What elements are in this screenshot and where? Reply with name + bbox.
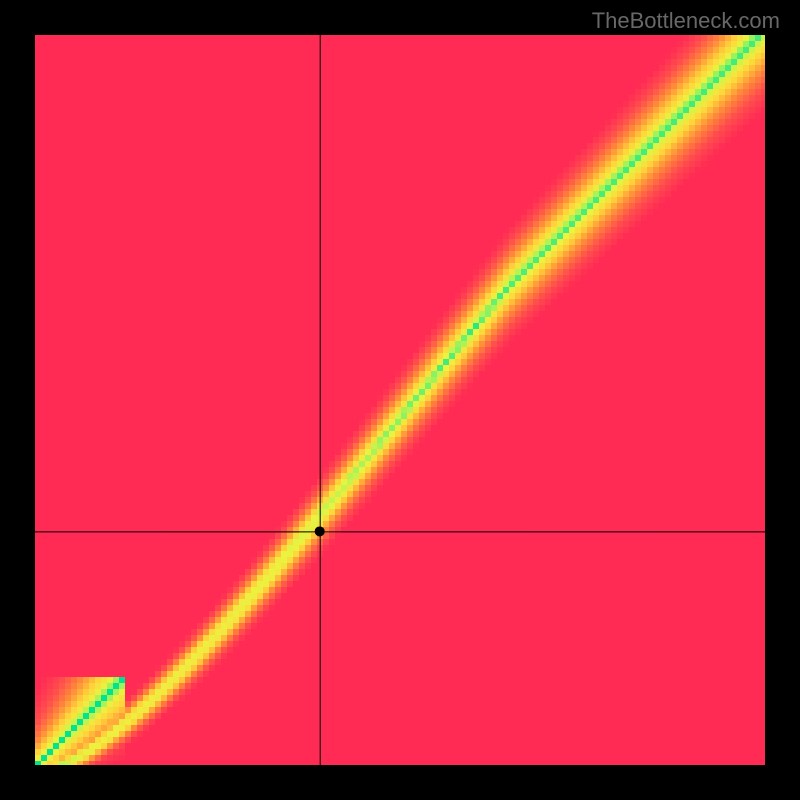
plot-area <box>35 35 765 765</box>
heatmap-canvas <box>35 35 765 765</box>
watermark-text: TheBottleneck.com <box>592 8 780 34</box>
chart-container: TheBottleneck.com <box>0 0 800 800</box>
